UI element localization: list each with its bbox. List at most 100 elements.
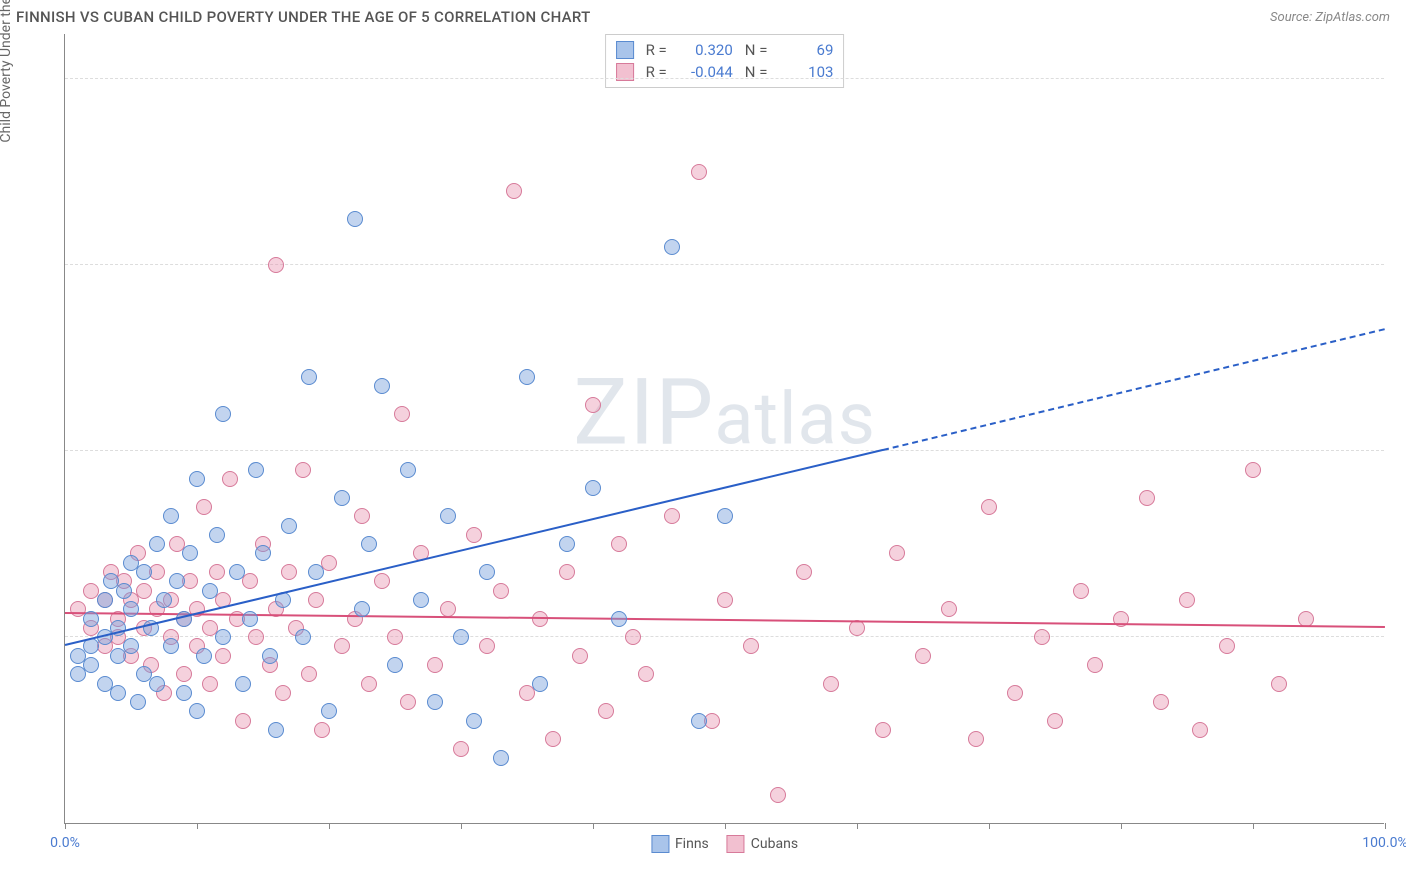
cubans-point bbox=[545, 731, 561, 747]
finns-trendline-extrapolated bbox=[883, 328, 1385, 451]
finns-point bbox=[215, 406, 231, 422]
cubans-point bbox=[875, 722, 891, 738]
finns-point bbox=[301, 369, 317, 385]
finns-point bbox=[123, 638, 139, 654]
finns-point bbox=[176, 685, 192, 701]
finns-point bbox=[156, 592, 172, 608]
cubans-point bbox=[743, 638, 759, 654]
cubans-point bbox=[268, 257, 284, 273]
finns-label: Finns bbox=[675, 836, 709, 852]
finns-point bbox=[361, 536, 377, 552]
finns-point bbox=[169, 573, 185, 589]
cubans-point bbox=[1047, 713, 1063, 729]
legend-item-cubans: Cubans bbox=[727, 835, 798, 853]
finns-point bbox=[209, 527, 225, 543]
finns-point bbox=[202, 583, 218, 599]
cubans-point bbox=[400, 694, 416, 710]
stats-row-cubans: R = -0.044 N = 103 bbox=[616, 61, 834, 83]
cubans-point bbox=[361, 676, 377, 692]
cubans-point bbox=[559, 564, 575, 580]
finns-point bbox=[116, 583, 132, 599]
cubans-point bbox=[506, 183, 522, 199]
cubans-point bbox=[611, 536, 627, 552]
finns-point bbox=[440, 508, 456, 524]
cubans-point bbox=[176, 666, 192, 682]
finns-point bbox=[242, 611, 258, 627]
cubans-point bbox=[321, 555, 337, 571]
gridline bbox=[65, 264, 1384, 265]
cubans-point bbox=[981, 499, 997, 515]
finns-point bbox=[149, 536, 165, 552]
cubans-label: Cubans bbox=[751, 836, 798, 852]
x-tick bbox=[989, 823, 990, 829]
cubans-point bbox=[770, 787, 786, 803]
correlation-stats-box: R = 0.320 N = 69 R = -0.044 N = 103 bbox=[605, 34, 845, 88]
cubans-point bbox=[295, 462, 311, 478]
cubans-point bbox=[638, 666, 654, 682]
legend-item-finns: Finns bbox=[651, 835, 709, 853]
cubans-point bbox=[427, 657, 443, 673]
cubans-point bbox=[281, 564, 297, 580]
finns-point bbox=[717, 508, 733, 524]
finns-point bbox=[130, 694, 146, 710]
finns-swatch bbox=[651, 835, 669, 853]
cubans-point bbox=[242, 573, 258, 589]
cubans-point bbox=[889, 545, 905, 561]
x-tick bbox=[1253, 823, 1254, 829]
finns-point bbox=[149, 676, 165, 692]
cubans-point bbox=[453, 741, 469, 757]
finns-point bbox=[413, 592, 429, 608]
r-label: R = bbox=[646, 41, 667, 59]
cubans-point bbox=[1073, 583, 1089, 599]
cubans-point bbox=[1153, 694, 1169, 710]
cubans-point bbox=[823, 676, 839, 692]
x-tick bbox=[725, 823, 726, 829]
finns-point bbox=[347, 211, 363, 227]
finns-point bbox=[268, 722, 284, 738]
x-tick bbox=[1121, 823, 1122, 829]
finns-point bbox=[519, 369, 535, 385]
cubans-point bbox=[209, 564, 225, 580]
x-tick bbox=[857, 823, 858, 829]
finns-point bbox=[374, 378, 390, 394]
finns-point bbox=[334, 490, 350, 506]
cubans-point bbox=[1192, 722, 1208, 738]
finns-point bbox=[295, 629, 311, 645]
chart-title: FINNISH VS CUBAN CHILD POVERTY UNDER THE… bbox=[16, 8, 591, 26]
finns-point bbox=[229, 564, 245, 580]
cubans-point bbox=[717, 592, 733, 608]
cubans-point bbox=[625, 629, 641, 645]
cubans-point bbox=[1219, 638, 1235, 654]
cubans-point bbox=[136, 583, 152, 599]
y-tick-label: 20.0% bbox=[1392, 629, 1406, 645]
cubans-point bbox=[1007, 685, 1023, 701]
cubans-point bbox=[1087, 657, 1103, 673]
cubans-point bbox=[222, 471, 238, 487]
finns-point bbox=[308, 564, 324, 580]
cubans-point bbox=[598, 703, 614, 719]
cubans-point bbox=[374, 573, 390, 589]
cubans-point bbox=[968, 731, 984, 747]
finns-point bbox=[466, 713, 482, 729]
cubans-point bbox=[493, 583, 509, 599]
series-legend: Finns Cubans bbox=[651, 835, 798, 853]
finns-point bbox=[281, 518, 297, 534]
finns-point bbox=[664, 239, 680, 255]
cubans-point bbox=[572, 648, 588, 664]
finns-point bbox=[163, 638, 179, 654]
finns-point bbox=[110, 685, 126, 701]
finns-point bbox=[453, 629, 469, 645]
x-tick bbox=[461, 823, 462, 829]
finns-point bbox=[97, 592, 113, 608]
chart-header: FINNISH VS CUBAN CHILD POVERTY UNDER THE… bbox=[0, 0, 1406, 30]
x-tick-label: 0.0% bbox=[50, 835, 80, 851]
cubans-point bbox=[1139, 490, 1155, 506]
gridline bbox=[65, 78, 1384, 79]
finns-point bbox=[493, 750, 509, 766]
cubans-point bbox=[1245, 462, 1261, 478]
finns-swatch bbox=[616, 41, 634, 59]
cubans-point bbox=[664, 508, 680, 524]
cubans-point bbox=[585, 397, 601, 413]
finns-point bbox=[321, 703, 337, 719]
cubans-point bbox=[915, 648, 931, 664]
